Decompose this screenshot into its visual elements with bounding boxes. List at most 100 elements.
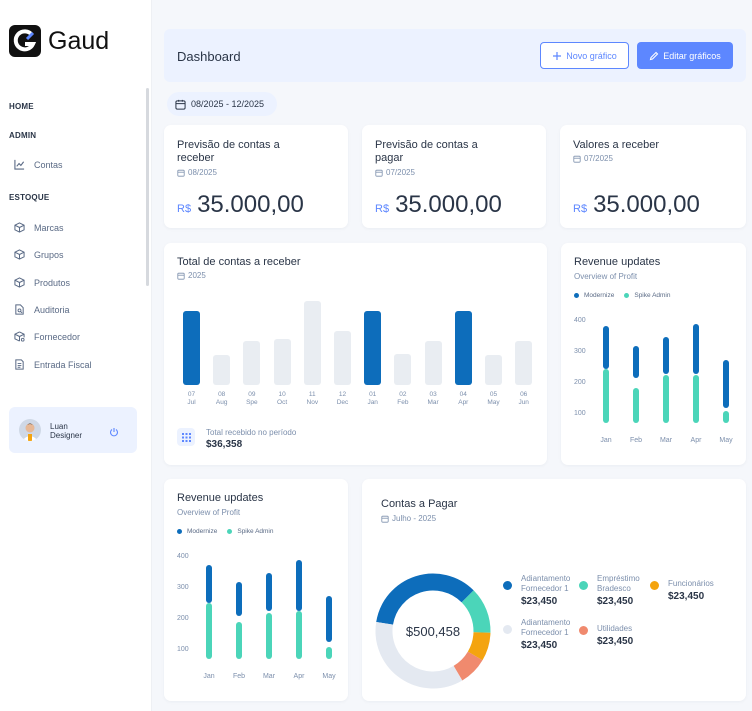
revenue-updates-card-2: Revenue updates Overview of Profit Moder…	[164, 479, 348, 701]
logo-mark-icon	[9, 25, 41, 57]
calendar-icon	[381, 515, 389, 523]
x-tick-label: 03 Mar	[427, 391, 439, 406]
legend-dot	[579, 626, 588, 635]
logo[interactable]: Gaud	[9, 25, 109, 57]
sidebar-item-grupos[interactable]: Grupos	[14, 249, 64, 260]
file-search-icon	[15, 304, 24, 315]
legend-dot	[177, 529, 182, 534]
sidebar-item-marcas[interactable]: Marcas	[14, 222, 64, 233]
logo-text: Gaud	[48, 26, 110, 55]
kpi-title: Previsão de contas a receber	[177, 139, 280, 164]
page-header: Dashboard Novo gráfico Editar gráficos	[164, 29, 746, 82]
legend-item: Funcionários $23,450	[650, 579, 714, 602]
sidebar-item-contas[interactable]: Contas	[14, 159, 63, 170]
bar	[236, 621, 242, 659]
legend-label: Spike Admin	[634, 292, 671, 299]
kpi-value: R$ 35.000,00	[375, 191, 502, 218]
pencil-icon	[649, 51, 659, 60]
x-tick-label: 02 Feb	[397, 391, 409, 406]
x-tick-label: 04 Apr	[458, 391, 469, 406]
nav-section-estoque: ESTOQUE	[9, 193, 50, 202]
x-tick-label: 07 Jul	[187, 391, 196, 406]
bar	[303, 300, 321, 385]
legend-item: Utilidades $23,450	[579, 624, 633, 647]
new-chart-button[interactable]: Novo gráfico	[540, 42, 629, 69]
x-tick-label: Mar	[262, 673, 276, 680]
legend-dot	[227, 529, 233, 534]
sidebar-item-entrada-fiscal[interactable]: Entrada Fiscal	[14, 359, 92, 370]
sidebar-scrollbar[interactable]	[146, 88, 149, 286]
sidebar-item-label: Grupos	[34, 249, 64, 260]
revenue-bar-chart-2: Modernize Spike Admin 400 300 200 100 Jan Feb Ma…	[164, 479, 348, 701]
bar	[723, 410, 729, 423]
kpi-value: R$ 35.000,00	[573, 191, 700, 218]
edit-charts-button[interactable]: Editar gráficos	[637, 42, 733, 69]
bar	[326, 595, 332, 643]
grid-icon	[177, 428, 195, 446]
donut-slice	[461, 590, 491, 633]
kpi-date: 07/2025	[375, 168, 415, 177]
donut-slice	[375, 622, 463, 689]
x-tick-label: 11 Nov	[306, 391, 319, 406]
kpi-date: 07/2025	[573, 154, 613, 163]
legend-dot	[579, 581, 588, 590]
y-tick-label: 100	[177, 645, 189, 653]
bar	[243, 340, 261, 385]
x-tick-label: Feb	[232, 673, 246, 680]
cube-icon	[14, 277, 25, 288]
bar	[603, 325, 609, 369]
legend-dot	[503, 625, 512, 634]
sidebar-item-produtos[interactable]: Produtos	[14, 277, 70, 288]
chart-subtitle: Overview of Profit	[574, 272, 638, 281]
chart-year: 2025	[177, 271, 206, 280]
date-range-filter[interactable]: 08/2025 - 12/2025	[167, 92, 277, 116]
user-name: Luan Designer	[50, 422, 83, 440]
nav-section-home[interactable]: HOME	[9, 102, 34, 111]
legend-item: Empréstimo Bradesco $23,450	[579, 574, 640, 607]
legend-dot	[650, 581, 659, 590]
legend-dot	[624, 293, 630, 298]
payables-donut-chart	[375, 573, 491, 689]
kpi-card-receivable-forecast: Previsão de contas a receber 08/2025 R$ 35…	[164, 125, 348, 228]
y-tick-label: 200	[177, 614, 189, 622]
sidebar-item-auditoria[interactable]: Auditoria	[14, 304, 70, 315]
kpi-title: Valores a receber	[573, 139, 660, 151]
bar	[424, 340, 442, 385]
bar	[633, 345, 639, 379]
calendar-icon	[175, 99, 186, 110]
bar	[394, 353, 412, 385]
donut-slice	[376, 573, 474, 626]
nav-section-admin: ADMIN	[9, 131, 37, 140]
x-tick-label: Jan	[600, 437, 612, 444]
bar	[603, 369, 609, 423]
sidebar-item-label: Fornecedor	[34, 331, 81, 342]
power-icon[interactable]	[109, 424, 119, 442]
bar	[693, 375, 699, 423]
chart-title: Total de contas a receber	[177, 256, 301, 268]
x-tick-label: Feb	[629, 437, 643, 444]
y-tick-label: 300	[574, 348, 586, 356]
legend-item: Adiantamento Fornecedor 1 $23,450	[503, 618, 570, 651]
legend-dot	[503, 581, 512, 590]
total-received-label: Total recebido no período	[206, 428, 297, 437]
bar	[454, 310, 472, 385]
bar	[266, 572, 272, 612]
bar	[236, 581, 242, 616]
bar	[663, 336, 669, 374]
bar	[206, 564, 212, 604]
chart-date: Julho - 2025	[381, 514, 436, 523]
bar	[206, 603, 212, 659]
total-received-value: $36,358	[206, 439, 243, 450]
payables-card: Contas a Pagar Julho - 2025 $500,458 Adi…	[362, 479, 746, 701]
kpi-title: Previsão de contas a pagar	[375, 139, 478, 164]
kpi-date: 08/2025	[177, 168, 217, 177]
calendar-icon	[573, 155, 581, 163]
bar	[723, 359, 729, 408]
avatar[interactable]	[19, 419, 41, 441]
sidebar-item-label: Produtos	[34, 277, 71, 288]
legend-item: Modernize	[574, 292, 614, 299]
y-tick-label: 400	[574, 317, 586, 325]
sidebar-item-fornecedor[interactable]: Fornecedor	[14, 331, 80, 342]
x-tick-label: 08 Aug	[215, 391, 228, 406]
legend-label: Modernize	[584, 292, 615, 299]
